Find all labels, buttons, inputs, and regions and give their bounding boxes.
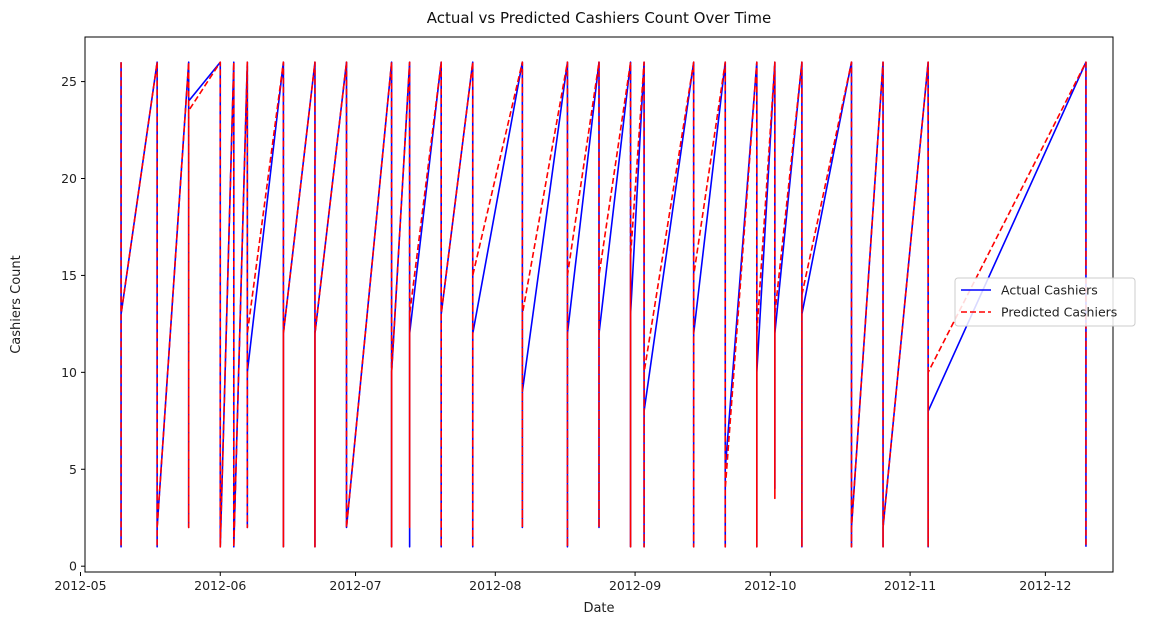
legend: Actual Cashiers Predicted Cashiers xyxy=(954,277,1136,327)
y-tick-label: 20 xyxy=(61,171,77,186)
x-axis-label: Date xyxy=(583,601,614,616)
legend-box xyxy=(954,277,1136,327)
chart-title: Actual vs Predicted Cashiers Count Over … xyxy=(427,9,771,27)
legend-label-predicted: Predicted Cashiers xyxy=(1001,305,1117,320)
y-tick-label: 5 xyxy=(69,462,77,477)
series-line-predicted xyxy=(120,61,1087,548)
x-tick-label: 2012-08 xyxy=(469,578,521,593)
y-tick-label: 10 xyxy=(61,365,77,380)
x-tick-label: 2012-07 xyxy=(329,578,381,593)
y-tick-label: 0 xyxy=(69,559,77,574)
y-tick-label: 15 xyxy=(61,268,77,283)
y-axis: 0 5 10 15 20 25 xyxy=(61,74,85,574)
x-tick-label: 2012-12 xyxy=(1019,578,1071,593)
x-axis: 2012-05 2012-06 2012-07 2012-08 2012-09 2012-… xyxy=(54,572,1071,593)
series-layer xyxy=(120,61,1087,548)
legend-label-actual: Actual Cashiers xyxy=(1001,283,1098,298)
y-axis-label: Cashiers Count xyxy=(9,255,24,354)
x-tick-label: 2012-05 xyxy=(54,578,106,593)
x-tick-label: 2012-10 xyxy=(744,578,796,593)
x-tick-label: 2012-11 xyxy=(884,578,936,593)
x-tick-label: 2012-06 xyxy=(194,578,246,593)
series-line-actual xyxy=(120,61,1087,548)
y-tick-label: 25 xyxy=(61,74,77,89)
x-tick-label: 2012-09 xyxy=(609,578,661,593)
